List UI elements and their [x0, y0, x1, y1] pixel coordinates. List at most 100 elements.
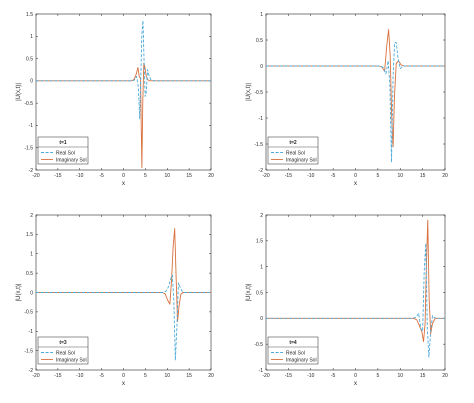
y-tick-label: 1.5: [256, 239, 263, 245]
legend-title: t=2: [289, 140, 297, 146]
y-tick-label: 0: [260, 316, 263, 322]
x-tick-label: 0: [122, 173, 125, 179]
x-tick-label: 20: [208, 173, 214, 179]
legend-entry: Real Sol: [286, 150, 305, 156]
y-axis-label: |U(x,t)|: [246, 83, 252, 101]
series-imaginary-sol: [36, 62, 211, 169]
y-tick-label: -1.5: [24, 348, 33, 354]
x-tick-label: 20: [442, 373, 448, 379]
x-tick-label: 0: [354, 373, 357, 379]
x-tick-label: 5: [376, 373, 379, 379]
chart-1: -20 -15 -10 -5 0 5 10 15 20 -2 -1.5 -1 -0.5 0 0.5 1 1.5 x…: [16, 12, 214, 187]
x-tick-label: 20: [208, 373, 214, 379]
y-tick-label: 0: [30, 290, 33, 296]
y-tick-label: -1.5: [254, 142, 263, 148]
x-tick-label: -20: [32, 373, 39, 379]
y-tick-label: 1.5: [26, 12, 33, 18]
y-tick-label: 0.5: [26, 56, 33, 62]
x-tick-label: 0: [354, 173, 357, 179]
legend-entry: Real Sol: [56, 150, 75, 156]
x-tick-label: -15: [54, 173, 61, 179]
y-axis-label: |U(x,t)|: [246, 283, 252, 301]
y-tick-label: 0.5: [26, 271, 33, 277]
x-axis-label: x: [122, 181, 125, 187]
legend-entry: Real Sol: [56, 350, 75, 356]
legend-entry: Imaginary Sol: [286, 357, 317, 363]
series-real-sol: [266, 42, 445, 163]
x-tick-label: 5: [144, 173, 147, 179]
series-imaginary-sol: [36, 228, 211, 323]
y-tick-label: 0: [30, 79, 33, 85]
legend-entry: Real Sol: [286, 350, 305, 356]
x-tick-label: 10: [164, 373, 170, 379]
y-tick-label: 1: [260, 12, 263, 18]
y-tick-label: 1: [260, 264, 263, 270]
y-tick-label: 0.5: [256, 38, 263, 44]
x-tick-label: 15: [186, 373, 192, 379]
x-tick-label: 15: [420, 373, 426, 379]
x-tick-label: 10: [397, 173, 403, 179]
y-tick-label: -1: [259, 368, 264, 374]
x-tick-label: -5: [99, 173, 104, 179]
x-tick-label: -5: [331, 373, 336, 379]
y-tick-label: -0.5: [254, 90, 263, 96]
series-real-sol: [266, 242, 445, 358]
y-tick-label: -1: [29, 123, 34, 129]
legend-title: t=4: [289, 340, 297, 346]
y-tick-label: 0.5: [256, 290, 263, 296]
y-tick-label: 1.5: [26, 232, 33, 238]
legend-title: t=1: [59, 140, 67, 146]
x-tick-label: -10: [307, 373, 314, 379]
x-tick-label: -20: [32, 173, 39, 179]
y-tick-label: 2: [260, 213, 263, 219]
y-tick-label: -1: [259, 116, 264, 122]
legend-entry: Imaginary Sol: [56, 157, 87, 163]
legend-entry: Imaginary Sol: [56, 357, 87, 363]
x-tick-label: 20: [442, 173, 448, 179]
chart-3: -20 -15 -10 -5 0 5 10 15 20 -2 -1.5 -1 -0.5 0 0.5 1 1.5 2…: [16, 213, 214, 387]
x-tick-label: -20: [262, 173, 269, 179]
x-tick-label: -15: [285, 173, 292, 179]
y-axis-label: |U(x,t)|: [16, 283, 22, 301]
legend-box: [37, 336, 89, 365]
y-tick-label: -1.5: [24, 146, 33, 152]
legend-title: t=3: [59, 340, 67, 346]
y-tick-label: 1: [30, 252, 33, 258]
y-tick-label: -0.5: [254, 342, 263, 348]
chart-2: -20 -15 -10 -5 0 5 10 15 20 -2 -1.5 -1 -0.5 0 0.5 1 x |U(…: [246, 12, 448, 187]
y-tick-label: -0.5: [24, 101, 33, 107]
x-tick-label: -10: [76, 373, 83, 379]
x-tick-label: -10: [307, 173, 314, 179]
x-tick-label: 0: [122, 373, 125, 379]
x-tick-label: -5: [331, 173, 336, 179]
legend-entry: Imaginary Sol: [286, 157, 317, 163]
x-tick-label: 10: [164, 173, 170, 179]
y-tick-label: -2: [29, 168, 34, 174]
y-tick-label: -1: [29, 329, 34, 335]
series-real-sol: [36, 20, 211, 120]
x-tick-label: 15: [186, 173, 192, 179]
x-tick-label: 5: [144, 373, 147, 379]
y-tick-label: 1: [30, 34, 33, 40]
series-imaginary-sol: [266, 29, 445, 148]
x-tick-label: -5: [99, 373, 104, 379]
x-tick-label: -15: [54, 373, 61, 379]
y-tick-label: -2: [29, 368, 34, 374]
y-tick-label: -0.5: [24, 310, 33, 316]
y-tick-label: 0: [260, 64, 263, 70]
x-tick-label: -20: [262, 373, 269, 379]
x-axis-label: x: [354, 381, 357, 387]
x-tick-label: -10: [76, 173, 83, 179]
x-tick-label: 5: [376, 173, 379, 179]
y-tick-label: -2: [259, 168, 264, 174]
y-axis-label: |U(x,t)|: [16, 83, 22, 101]
x-tick-label: 15: [420, 173, 426, 179]
x-axis-label: x: [122, 381, 125, 387]
x-tick-label: 10: [397, 373, 403, 379]
chart-4: -20 -15 -10 -5 0 5 10 15 20 -1 -0.5 0 0.5 1 1.5 2 x |U(x,…: [246, 213, 448, 387]
